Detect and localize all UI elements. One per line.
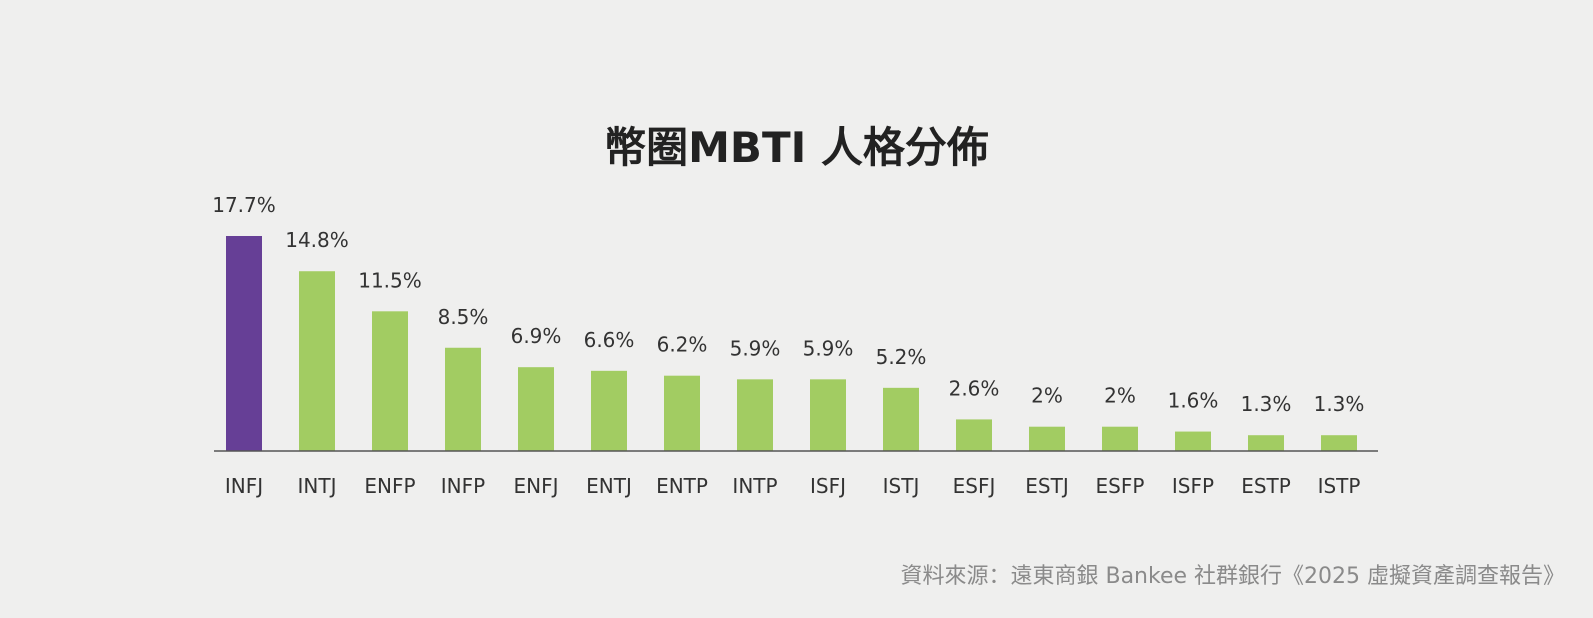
bar-intp — [737, 379, 773, 451]
bar-istp — [1321, 435, 1357, 451]
value-label-esfp: 2% — [1104, 384, 1136, 408]
bar-enfj — [518, 367, 554, 451]
value-label-entj: 6.6% — [584, 328, 635, 352]
source-note: 資料來源：遠東商銀 Bankee 社群銀行《2025 虛擬資產調查報告》 — [900, 564, 1565, 589]
value-label-isfp: 1.6% — [1168, 389, 1219, 413]
category-label-estp: ESTP — [1241, 474, 1291, 498]
category-label-entp: ENTP — [656, 474, 708, 498]
category-label-entj: ENTJ — [586, 474, 632, 498]
bar-estp — [1248, 435, 1284, 451]
bar-entj — [591, 370, 627, 451]
bars-layer — [226, 236, 1357, 451]
value-label-enfj: 6.9% — [511, 324, 562, 348]
bar-estj — [1029, 426, 1065, 451]
value-label-isfj: 5.9% — [803, 336, 854, 360]
bar-infp — [445, 347, 481, 451]
bar-entp — [664, 375, 700, 451]
value-label-estp: 1.3% — [1241, 392, 1292, 416]
category-label-estj: ESTJ — [1025, 474, 1068, 498]
value-label-istp: 1.3% — [1314, 392, 1365, 416]
category-label-infj: INFJ — [225, 474, 263, 498]
value-label-infp: 8.5% — [438, 305, 489, 329]
category-label-istp: ISTP — [1318, 474, 1361, 498]
category-label-enfp: ENFP — [364, 474, 415, 498]
value-label-enfp: 11.5% — [358, 268, 422, 292]
value-labels-layer: 17.7% 14.8% 11.5% 8.5% 6.9% 6.6% 6.2% 5.9% 5.9% 5… — [212, 193, 1364, 416]
bar-isfj — [810, 379, 846, 451]
bar-istj — [883, 387, 919, 451]
value-label-istj: 5.2% — [876, 345, 927, 369]
bar-intj — [299, 271, 335, 451]
category-label-infp: INFP — [441, 474, 485, 498]
bar-isfp — [1175, 431, 1211, 451]
value-label-esfj: 2.6% — [949, 376, 1000, 400]
category-label-intj: INTJ — [298, 474, 337, 498]
value-label-infj: 17.7% — [212, 193, 276, 217]
value-label-estj: 2% — [1031, 384, 1063, 408]
bar-enfp — [372, 311, 408, 451]
bar-esfj — [956, 419, 992, 451]
category-label-esfp: ESFP — [1096, 474, 1145, 498]
category-label-enfj: ENFJ — [514, 474, 559, 498]
value-label-entp: 6.2% — [657, 333, 708, 357]
category-labels-layer: INFJ INTJ ENFP INFP ENFJ ENTJ ENTP INTP ISFJ ISTJ… — [225, 474, 1361, 498]
category-label-isfp: ISFP — [1172, 474, 1214, 498]
value-label-intp: 5.9% — [730, 336, 781, 360]
category-label-intp: INTP — [732, 474, 777, 498]
bar-infj — [226, 236, 262, 451]
category-label-istj: ISTJ — [883, 474, 920, 498]
category-label-isfj: ISFJ — [810, 474, 846, 498]
chart-title: 幣圈MBTI 人格分佈 — [604, 123, 989, 172]
value-label-intj: 14.8% — [285, 228, 349, 252]
bar-esfp — [1102, 426, 1138, 451]
category-label-esfj: ESFJ — [953, 474, 996, 498]
